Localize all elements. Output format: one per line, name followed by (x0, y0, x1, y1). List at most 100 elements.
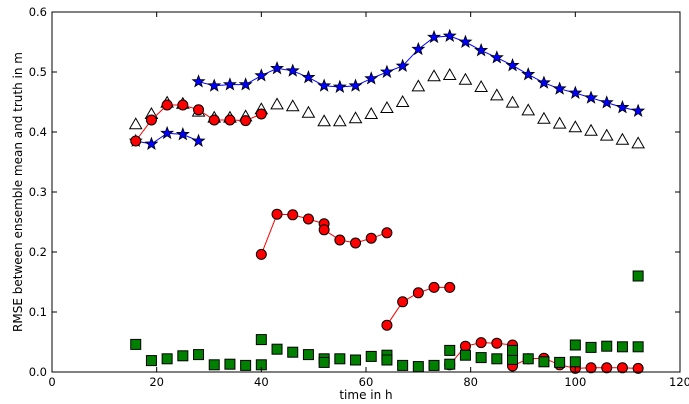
data-point-triangle (458, 72, 473, 85)
y-tick-label: 0.4 (29, 125, 47, 139)
data-point-square (287, 346, 299, 358)
data-point-star (364, 71, 379, 85)
data-point-circle (302, 213, 314, 225)
data-point-square (412, 361, 424, 373)
axes-layer: 0 20 40 60 80 100 120 0.0 0.1 0.2 0.3 0.4 0.5 0.6 (29, 5, 689, 389)
data-point-square (397, 359, 409, 371)
data-point-circle (193, 104, 205, 116)
data-point-circle (161, 99, 173, 111)
data-point-circle (585, 362, 597, 374)
data-point-star (568, 85, 583, 99)
x-tick-label: 120 (669, 375, 689, 389)
data-point-circle (475, 337, 487, 349)
data-point-star (160, 125, 175, 140)
data-point-star (270, 61, 285, 75)
plot-frame (51, 11, 681, 373)
data-point-circle (601, 362, 613, 374)
data-point-circle (145, 114, 157, 126)
data-point-square (616, 341, 628, 353)
data-point-square (240, 359, 252, 371)
data-point-star (552, 81, 567, 95)
data-point-triangle (411, 79, 426, 92)
data-point-square (632, 341, 644, 353)
data-point-star (285, 63, 300, 77)
data-point-circle (632, 362, 644, 374)
data-point-square (177, 350, 189, 362)
data-point-triangle (615, 132, 630, 145)
data-point-square (334, 353, 346, 365)
data-point-star (222, 77, 237, 91)
data-point-circle (397, 296, 409, 308)
data-point-star (599, 95, 614, 109)
data-point-star (615, 100, 630, 114)
x-tick-label: 40 (254, 375, 269, 389)
data-point-circle (271, 208, 283, 220)
series-circle (130, 99, 644, 374)
data-point-star (411, 41, 426, 56)
data-point-star (395, 58, 410, 72)
series-square (130, 270, 644, 373)
data-point-triangle (568, 120, 583, 133)
data-point-triangle (380, 100, 394, 113)
data-point-circle (334, 234, 346, 246)
data-point-circle (177, 99, 189, 111)
data-point-square (601, 340, 613, 352)
data-point-circle (491, 337, 503, 349)
data-point-star (379, 64, 394, 78)
data-point-triangle (317, 114, 331, 127)
y-tick-label: 0.0 (29, 365, 47, 379)
data-point-star (238, 77, 253, 91)
data-point-star (631, 103, 646, 117)
series-triangle (128, 67, 645, 149)
data-point-circle (208, 114, 220, 126)
data-point-square (130, 338, 142, 350)
data-point-triangle (552, 116, 567, 129)
x-tick-label: 80 (463, 375, 478, 389)
data-point-circle (224, 114, 236, 126)
data-point-triangle (584, 123, 598, 136)
data-point-triangle (599, 128, 614, 141)
y-tick-label: 0.2 (29, 245, 47, 259)
data-point-star (207, 78, 222, 92)
y-tick-label: 0.1 (29, 305, 47, 319)
data-point-triangle (505, 95, 520, 108)
data-point-star (458, 34, 473, 48)
data-point-circle (240, 115, 252, 127)
data-point-circle (255, 248, 267, 260)
data-point-square (193, 349, 205, 361)
x-tick-label: 100 (564, 375, 586, 389)
data-point-star (536, 75, 551, 89)
data-point-triangle (474, 79, 488, 92)
data-point-star (317, 78, 332, 92)
data-point-triangle (128, 117, 143, 130)
data-point-triangle (489, 88, 504, 101)
y-tick-label: 0.5 (29, 65, 47, 79)
y-tick-label: 0.3 (29, 185, 47, 199)
data-point-triangle (442, 67, 457, 80)
data-point-star (442, 28, 457, 42)
data-point-square (145, 355, 157, 367)
data-point-circle (428, 281, 440, 293)
x-axis-label: time in h (339, 388, 392, 402)
x-tick-label: 0 (48, 375, 55, 389)
x-tick-label: 60 (359, 375, 374, 389)
data-point-triangle (521, 103, 536, 116)
data-point-square (585, 341, 597, 353)
data-point-star (254, 68, 269, 82)
data-point-square (318, 356, 330, 368)
data-point-square (208, 359, 220, 371)
data-point-square (444, 358, 456, 370)
data-point-square (444, 344, 456, 356)
data-point-star (505, 58, 520, 72)
data-point-star (489, 50, 504, 64)
data-point-circle (350, 237, 362, 249)
data-point-square (161, 353, 173, 365)
data-point-circle (130, 135, 142, 147)
data-point-circle (381, 227, 393, 239)
y-axis-label: RMSE between ensemble mean and truth in … (11, 52, 25, 332)
data-point-star (191, 133, 206, 147)
data-point-star (584, 90, 599, 104)
data-point-square (569, 356, 581, 368)
data-point-square (350, 354, 362, 366)
data-point-triangle (285, 99, 300, 112)
